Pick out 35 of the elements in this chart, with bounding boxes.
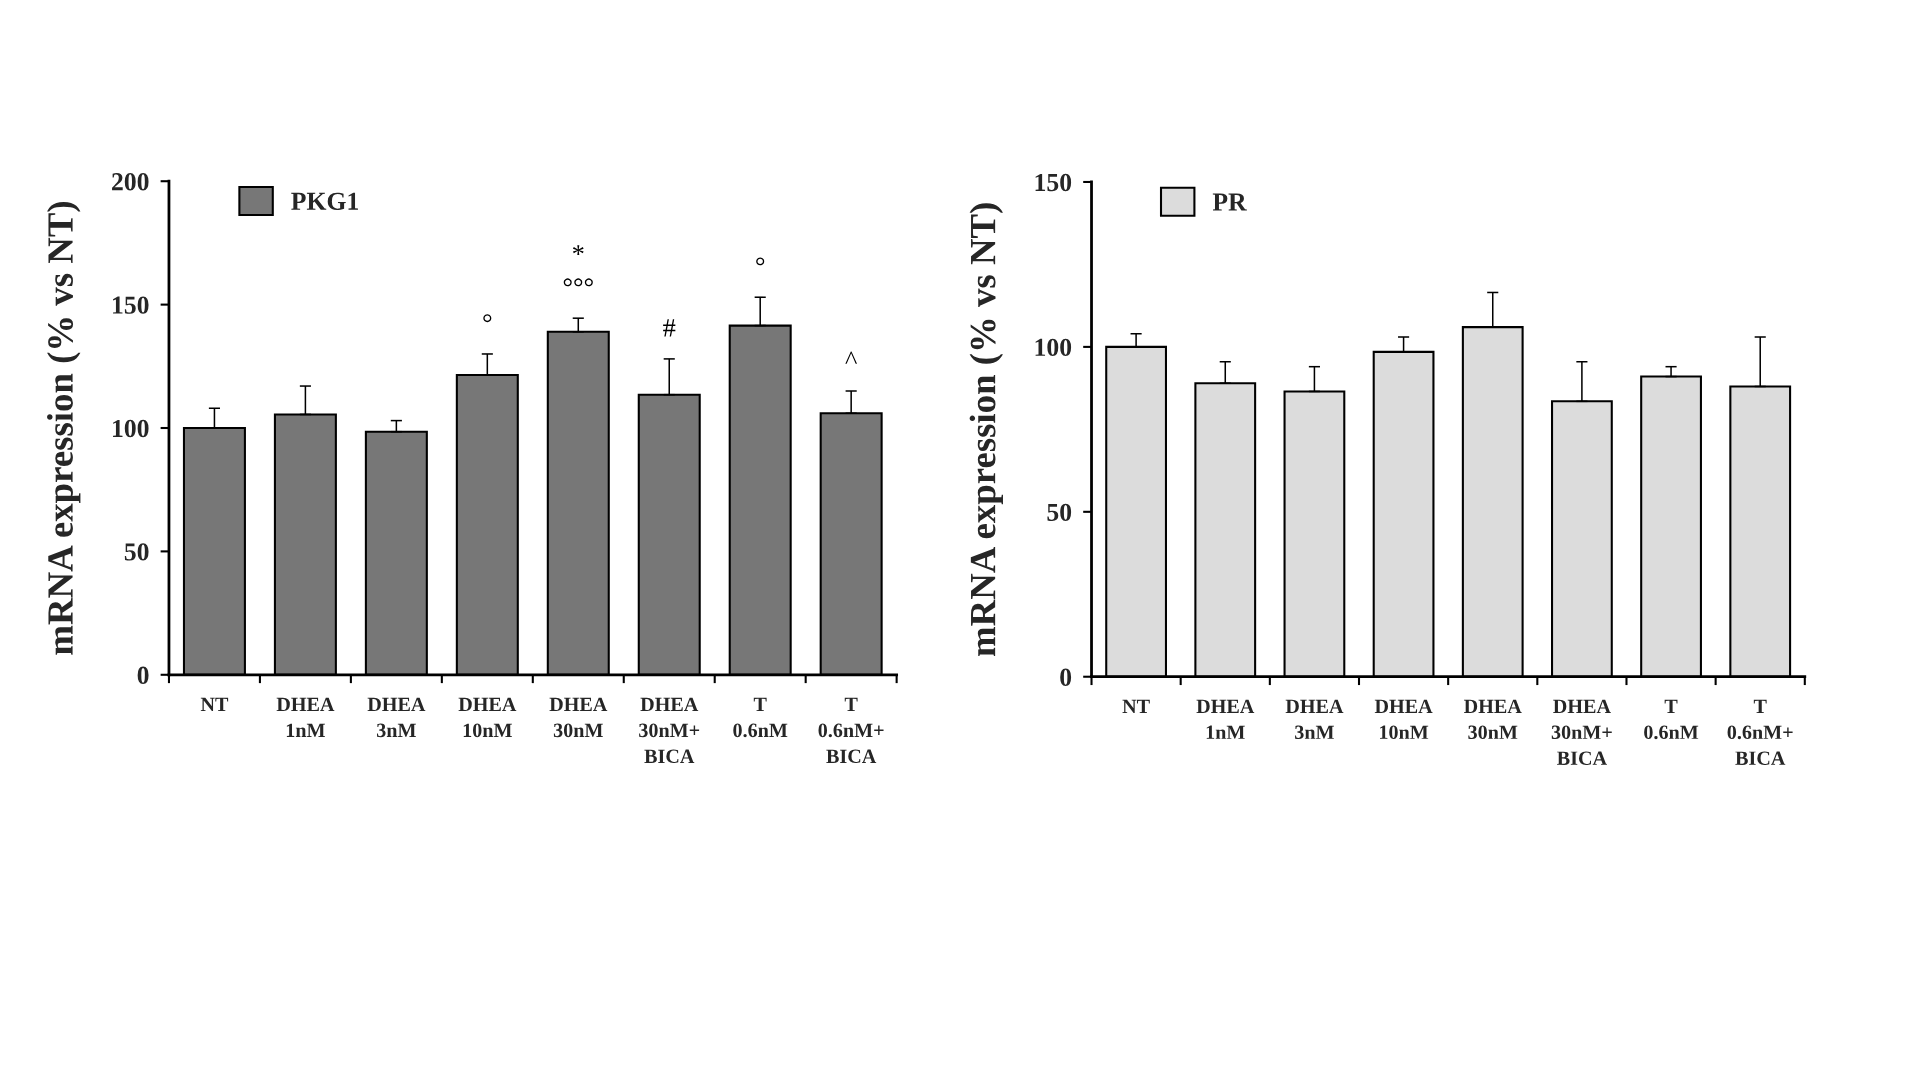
x-tick-label: T 0.6nM+ BICA: [1727, 699, 1793, 766]
x-tick-label: T 0.6nM+ BICA: [818, 697, 884, 764]
y-axis-title: mRNA expression (% vs NT): [47, 201, 81, 655]
x-tick-label: DHEA 10nM: [1374, 699, 1433, 740]
x-tick-label: DHEA 1nM: [1196, 699, 1255, 739]
x-tick-label: DHEA 30nM: [549, 697, 608, 738]
x-tick-label: NT: [200, 697, 229, 711]
x-tick-label: DHEA 30nM+ BICA: [1551, 699, 1612, 766]
x-tick-label: T 0.6nM: [1644, 699, 1699, 740]
annotation: *: [572, 245, 584, 255]
legend-label: PKG1: [291, 192, 358, 210]
y-tick-label: 0: [137, 666, 149, 684]
x-tick-label: T 0.6nM: [733, 697, 788, 738]
y-tick-label: 200: [112, 173, 149, 191]
x-tick-label: DHEA 3nM: [367, 697, 426, 738]
y-tick-label: 100: [1035, 338, 1072, 357]
annotation: #: [663, 319, 676, 337]
annotation: ^: [845, 351, 857, 364]
y-tick-label: 150: [1035, 173, 1072, 192]
y-tick-label: 0: [1060, 668, 1072, 686]
annotation: °°°: [563, 278, 593, 287]
y-tick-label: 150: [113, 296, 149, 314]
y-tick-label: 50: [1047, 503, 1072, 521]
x-tick-label: DHEA 30nM+ BICA: [639, 697, 700, 764]
y-tick-label: 50: [124, 543, 149, 561]
legend-label: PR: [1212, 193, 1247, 211]
x-tick-label: DHEA 10nM: [458, 697, 517, 738]
x-tick-label: NT: [1122, 699, 1150, 713]
x-tick-label: DHEA 30nM: [1464, 699, 1522, 740]
x-tick-label: DHEA 3nM: [1285, 699, 1344, 740]
annotation: °: [483, 314, 492, 323]
y-tick-label: 100: [113, 419, 149, 438]
x-tick-label: DHEA 1nM: [276, 697, 335, 737]
annotation: °: [756, 257, 765, 266]
y-axis-title: mRNA expression (% vs NT): [969, 203, 1003, 657]
